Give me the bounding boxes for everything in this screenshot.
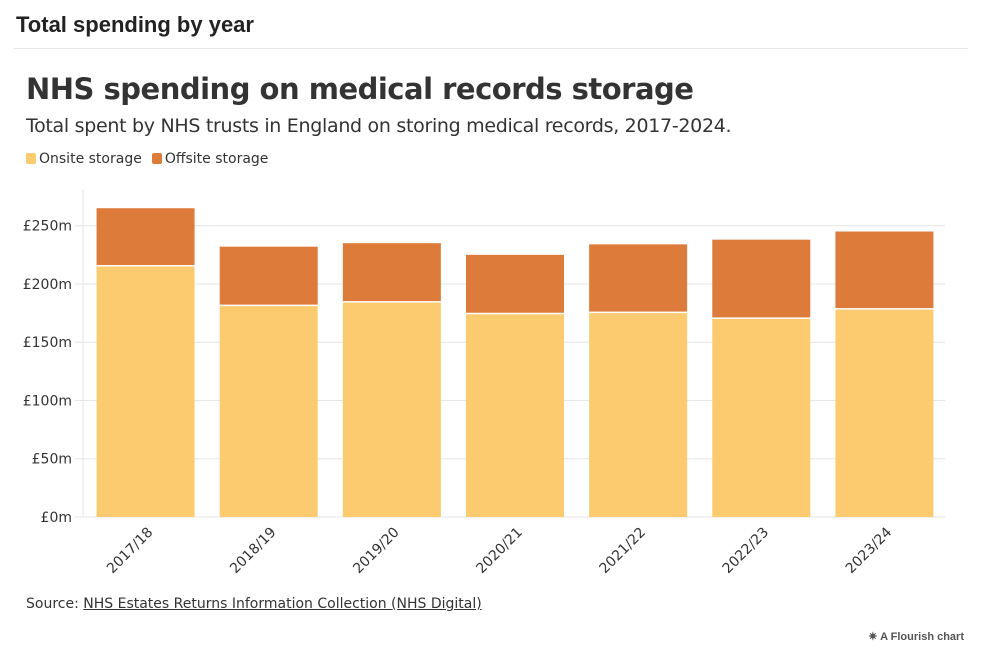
flourish-logo-icon: ✷ xyxy=(868,631,881,643)
bar-offsite xyxy=(466,254,564,313)
bar-offsite xyxy=(712,239,811,318)
bar-onsite xyxy=(342,302,441,517)
y-tick-label: £50m xyxy=(32,452,72,468)
credit-text: A Flourish chart xyxy=(880,631,964,643)
bar-offsite xyxy=(589,244,688,312)
chart-subtitle: Total spent by NHS trusts in England on … xyxy=(26,115,732,137)
source-label: Source: xyxy=(26,596,84,612)
x-tick-label: 2020/21 xyxy=(473,525,525,577)
x-tick-label: 2021/22 xyxy=(597,525,649,577)
y-tick-label: £200m xyxy=(23,277,72,293)
x-tick-label: 2018/19 xyxy=(227,525,279,577)
y-tick-label: £250m xyxy=(23,219,72,235)
flourish-credit[interactable]: ✷ A Flourish chart xyxy=(868,630,964,643)
y-tick-label: £150m xyxy=(23,335,72,351)
legend-item-onsite[interactable]: Onsite storage xyxy=(26,151,142,167)
source: Source: NHS Estates Returns Information … xyxy=(26,596,482,612)
bar-onsite xyxy=(96,266,195,517)
bar-offsite xyxy=(219,246,318,305)
legend-swatch xyxy=(151,153,162,164)
bar-offsite xyxy=(342,243,441,302)
bar-onsite xyxy=(219,306,318,517)
x-tick-label: 2023/24 xyxy=(843,524,896,577)
legend: Onsite storage Offsite storage xyxy=(26,151,268,167)
bar-offsite xyxy=(835,231,934,309)
legend-label: Offsite storage xyxy=(164,151,269,167)
bar-onsite xyxy=(466,314,564,517)
legend-swatch xyxy=(26,153,36,164)
bar-offsite xyxy=(96,208,195,265)
y-tick-label: £0m xyxy=(41,510,72,526)
legend-item-offsite[interactable]: Offsite storage xyxy=(151,151,269,167)
legend-label: Onsite storage xyxy=(39,151,142,167)
x-tick-label: 2022/23 xyxy=(720,525,772,577)
bar-onsite xyxy=(835,309,934,517)
x-tick-label: 2017/18 xyxy=(104,525,156,577)
source-link[interactable]: NHS Estates Returns Information Collecti… xyxy=(83,596,482,612)
bar-onsite xyxy=(589,313,688,517)
divider xyxy=(14,48,968,49)
x-tick-label: 2019/20 xyxy=(350,525,402,577)
chart-title: NHS spending on medical records storage xyxy=(26,72,694,106)
bar-onsite xyxy=(712,318,811,517)
section-title: Total spending by year xyxy=(16,12,254,37)
y-tick-label: £100m xyxy=(23,393,72,409)
